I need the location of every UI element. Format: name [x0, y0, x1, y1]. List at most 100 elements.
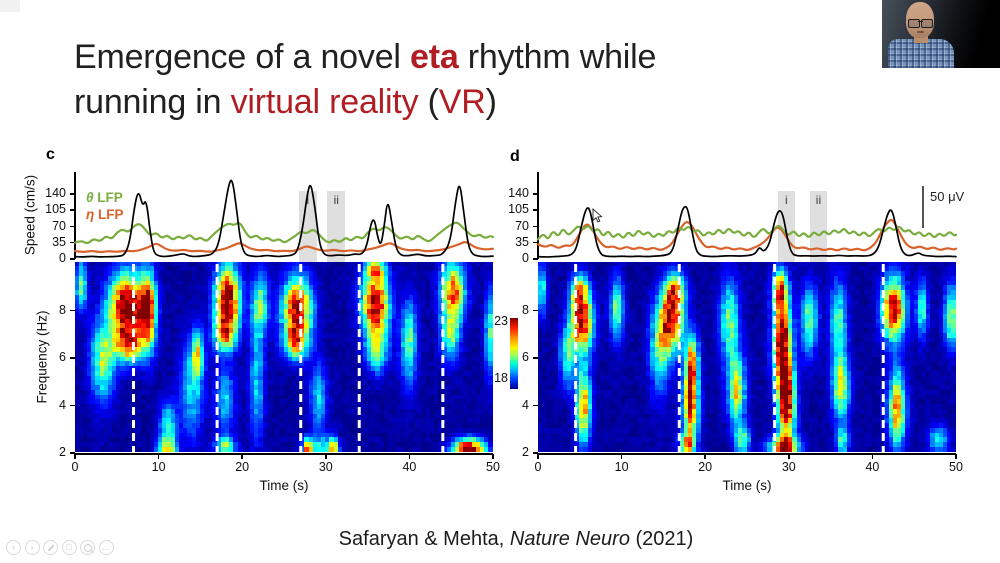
legend-greek-symbol: θ	[86, 190, 94, 205]
trace-plot-c	[73, 179, 495, 258]
speed-axis-line-c	[74, 172, 76, 259]
speed-axis-line-d	[537, 172, 539, 259]
speed-axis-label: Speed (cm/s)	[22, 174, 38, 256]
freq-tick-c	[70, 357, 75, 359]
presenter-neck	[914, 34, 928, 43]
speed-tick-d	[533, 193, 538, 195]
time-tick-c	[241, 454, 243, 459]
time-tick-label-c: 20	[235, 460, 250, 474]
speed-tick-c	[70, 193, 75, 195]
colorbar-top-label: 23	[494, 314, 508, 328]
example-region-label-i: i	[784, 193, 788, 207]
toolbar-button-next-slide[interactable]: ›	[24, 540, 40, 555]
black-hole-image	[950, 4, 982, 32]
panel-label-d: d	[510, 148, 520, 165]
speed-tick-label-d: 105	[508, 202, 529, 217]
speed-tick-c	[70, 225, 75, 227]
trace-plot-d	[536, 205, 958, 258]
speed-tick-c	[70, 241, 75, 244]
title-text: (	[418, 82, 439, 121]
toolbar-button-more-options[interactable]: …	[98, 540, 114, 555]
presenter-mouth	[917, 31, 924, 33]
time-tick-label-c: 30	[318, 460, 333, 474]
freq-tick-d	[533, 452, 538, 454]
colorbar	[510, 318, 518, 389]
freq-tick-c	[70, 309, 75, 311]
presenter-toolbar: ‹ › □ …	[6, 540, 114, 557]
time-tick-label-d: 20	[698, 460, 713, 474]
presenter-webcam	[882, 0, 1000, 68]
time-tick-d	[537, 454, 539, 459]
title-text: Emergence of a novel	[74, 37, 410, 76]
legend-greek-symbol: η	[86, 207, 95, 222]
magnifier-handle	[89, 549, 94, 554]
speed-tick-label-d: 70	[515, 218, 529, 233]
scale-bar-label: 50 μV	[930, 189, 965, 204]
freq-tick-label-c: 8	[59, 302, 66, 317]
speed-tick-d	[533, 209, 538, 211]
time-tick-c	[492, 454, 494, 459]
example-region-label-ii: ii	[333, 193, 339, 207]
speed-tick-d	[533, 225, 538, 227]
title-text: )	[485, 82, 497, 121]
freq-tick-c	[70, 452, 75, 454]
freq-tick-label-d: 6	[522, 350, 529, 364]
show-all-slides-icon: □	[66, 542, 72, 552]
freq-tick-label-d: 2	[522, 445, 529, 459]
toolbar-button-show-all-slides[interactable]: □	[61, 540, 77, 555]
citation-journal: Nature Neuro	[509, 528, 630, 550]
freq-tick-label-c: 6	[59, 350, 66, 364]
citation: Safaryan & Mehta, Nature Neuro (2021)	[339, 528, 694, 551]
time-tick-d	[955, 454, 957, 459]
pen-icon	[47, 544, 54, 551]
freq-tick-d	[533, 404, 538, 406]
time-axis-label-c: Time (s)	[259, 478, 309, 493]
freq-tick-d	[533, 357, 538, 359]
presenter-glasses	[908, 19, 933, 28]
speed-tick-label-c: 0	[59, 251, 66, 265]
title-line-1: Emergence of a novel eta rhythm while	[74, 35, 656, 80]
time-tick-label-c: 50	[486, 460, 500, 474]
colorbar-bottom-label: 18	[494, 371, 508, 385]
time-axis-line-d	[538, 453, 956, 455]
time-axis-label-d: Time (s)	[722, 478, 772, 493]
time-tick-label-d: 30	[781, 460, 796, 474]
presenter-shirt	[888, 39, 954, 68]
scale-bar-line	[922, 186, 924, 228]
speed-tick-c	[70, 258, 75, 260]
example-region-label-i: i	[306, 193, 310, 207]
trace-eta-lfp-c	[73, 241, 495, 254]
legend-item-eta_lfp: η LFP	[86, 207, 124, 222]
trace-eta-lfp-d	[536, 218, 958, 252]
speed-tick-label-d: 140	[508, 186, 529, 200]
time-tick-d	[704, 454, 706, 459]
time-tick-label-c: 0	[71, 460, 79, 474]
title-line-2: running in virtual reality (VR)	[74, 80, 656, 125]
freq-tick-d	[533, 309, 538, 311]
time-axis-line-c	[75, 453, 493, 455]
trace-theta-lfp-d	[536, 224, 958, 241]
toolbar-button-pen[interactable]	[43, 540, 58, 555]
speed-tick-label-c: 35	[52, 234, 66, 249]
example-region-i	[299, 191, 317, 262]
citation-year: (2021)	[629, 528, 694, 550]
time-tick-c	[325, 454, 327, 459]
toolbar-button-previous-slide[interactable]: ‹	[6, 540, 21, 555]
legend-item-theta_lfp: θ LFP	[86, 190, 123, 205]
speed-tick-d	[533, 241, 538, 244]
mouse-cursor	[592, 207, 603, 223]
time-tick-d	[871, 454, 874, 459]
toolbar-button-zoom-slide[interactable]	[80, 540, 95, 555]
panel-label-c: c	[46, 146, 55, 163]
time-tick-d	[620, 454, 623, 459]
time-tick-label-d: 40	[865, 460, 880, 474]
time-tick-label-d: 50	[949, 460, 963, 474]
time-tick-c	[408, 454, 411, 459]
freq-tick-label-c: 2	[59, 445, 66, 459]
next-slide-icon: ›	[30, 542, 34, 552]
title-vr-highlight: virtual reality	[230, 82, 419, 121]
spectrogram-c	[75, 262, 493, 452]
title-vr-abbrev: VR	[438, 82, 486, 121]
example-region-label-ii: ii	[815, 193, 822, 207]
